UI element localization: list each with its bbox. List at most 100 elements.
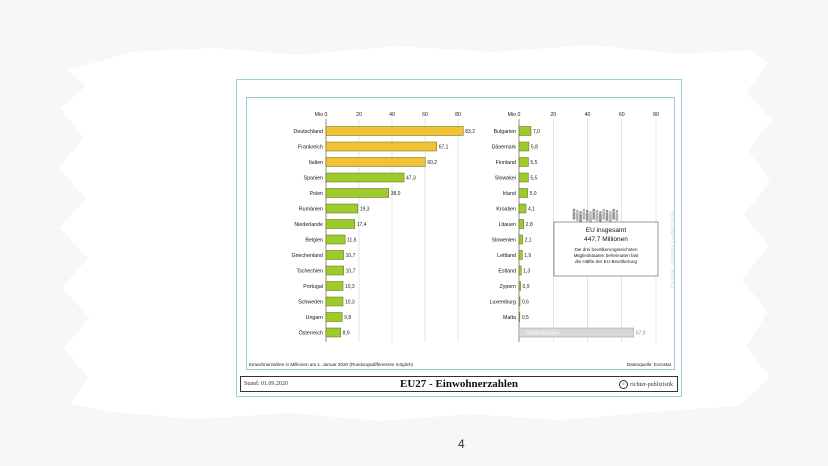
left-value-label: 38,0: [391, 191, 401, 197]
right-category-label: Slowakei: [495, 176, 516, 182]
right-bar: [518, 126, 532, 136]
right-bar: [518, 281, 521, 291]
info-box-title: EU insgesamt: [586, 227, 627, 234]
left-bar: [325, 265, 344, 276]
left-category-label: Frankreich: [298, 145, 323, 151]
right-category-label: Litauen: [499, 222, 516, 228]
left-category-label: Polen: [309, 191, 323, 197]
info-box: [553, 221, 659, 277]
right-bar: [518, 172, 529, 183]
right-category-label: Estland: [498, 269, 516, 275]
info-box-note: Die drei bevölkerungsreichsten: [574, 247, 638, 252]
left-value-label: 11,6: [347, 238, 357, 244]
right-value-label: 5,0: [530, 191, 537, 197]
right-tick-label: 40: [585, 112, 591, 118]
left-bar: [325, 157, 426, 167]
right-value-label: 2,8: [526, 222, 533, 228]
left-bar: [325, 141, 437, 152]
left-bar: [325, 219, 355, 229]
left-bar: [325, 188, 389, 198]
page-number: 4: [458, 437, 465, 451]
right-value-label: 5,5: [530, 176, 537, 182]
left-value-label: 10,7: [346, 253, 356, 259]
right-category-label: Luxemburg: [490, 300, 517, 306]
left-category-label: Belgien: [305, 238, 323, 244]
left-bar: [325, 312, 343, 322]
left-value-label: 83,2: [465, 129, 475, 135]
copyright-icon: c: [619, 380, 629, 389]
right-bar: [518, 250, 523, 260]
chart-title: EU27 - Einwohnerzahlen: [400, 378, 518, 390]
right-category-label: Bulgarien: [494, 129, 516, 135]
right-bar: [518, 203, 527, 214]
left-category-label: Portugal: [303, 284, 323, 290]
left-value-label: 47,3: [406, 176, 416, 182]
people-pictogram: [572, 208, 619, 222]
left-category-label: Niederlande: [294, 222, 323, 228]
left-value-label: 10,3: [345, 284, 355, 290]
right-category-label: Dänemark: [492, 145, 517, 151]
left-category-label: Rumänien: [299, 207, 323, 213]
left-value-label: 19,3: [360, 207, 370, 213]
right-value-label: 0,5: [522, 315, 529, 321]
left-value-label: 60,2: [427, 160, 437, 166]
publisher-name: richter-publizistik: [630, 381, 673, 388]
info-box-total: 447,7 Millionen: [584, 236, 628, 243]
left-category-label: Griechenland: [291, 253, 323, 259]
left-bar: [325, 327, 341, 338]
data-source: Datenquelle: Eurostat: [626, 362, 671, 367]
right-category-label: Kroatien: [496, 207, 516, 213]
right-tick-label: 0: [518, 112, 521, 118]
right-bar: [518, 265, 522, 276]
left-category-label: Italien: [309, 160, 323, 166]
right-value-label: 5,5: [530, 160, 537, 166]
right-unit-label: Mio: [508, 112, 516, 118]
left-value-label: 67,1: [439, 145, 449, 151]
reference-bar: [518, 327, 634, 338]
left-value-label: 10,7: [346, 269, 356, 275]
chart-panel: Mio 0 20 40 60 80 Deutschland 83,2 Frankreich 67,…: [246, 97, 675, 370]
right-value-label: 1,9: [524, 253, 531, 259]
right-category-label: Irland: [503, 191, 516, 197]
left-value-label: 17,4: [357, 222, 367, 228]
left-value-label: 9,8: [344, 315, 351, 321]
reference-label: Großbritannien: [526, 331, 560, 337]
right-tick-label: 60: [619, 112, 625, 118]
infographic-frame: Mio 0 20 40 60 80 Deutschland 83,2 Frankreich 67,…: [236, 79, 682, 397]
left-category-label: Tschechien: [297, 269, 324, 275]
left-bar: [325, 296, 344, 307]
right-bar: [518, 188, 528, 198]
right-value-label: 2,1: [525, 238, 532, 244]
left-tick-label: 20: [356, 112, 362, 118]
left-tick-label: 0: [325, 112, 328, 118]
watermark: Grafik: richter-publizistik: [671, 210, 677, 288]
left-bar: [325, 203, 359, 214]
right-category-label: Finnland: [496, 160, 516, 166]
left-tick-label: 40: [389, 112, 395, 118]
right-value-label: 0,9: [523, 284, 530, 290]
right-value-label: 7,0: [533, 129, 540, 135]
left-bar: [325, 234, 346, 245]
right-category-label: Malta: [503, 315, 516, 321]
right-value-label: 4,1: [528, 207, 535, 213]
left-tick-label: 80: [455, 112, 461, 118]
left-category-label: Spanien: [304, 176, 323, 182]
reference-value-label: 67,0: [636, 331, 646, 337]
right-category-label: Lettland: [497, 253, 516, 259]
right-value-label: 1,3: [523, 269, 530, 275]
footnote: Einwohnerzahlen in Millionen am 1. Janua…: [249, 362, 414, 367]
left-bar: [325, 126, 464, 136]
left-category-label: Ungarn: [306, 315, 323, 321]
right-value-label: 5,8: [531, 145, 538, 151]
info-box-note: die Hälfte der EU-Bevölkerung: [575, 259, 637, 264]
right-bar: [518, 141, 530, 152]
left-bar: [325, 172, 405, 183]
left-value-label: 10,3: [345, 300, 355, 306]
left-value-label: 8,9: [343, 331, 350, 337]
info-box-note: Mitgliedstaaten beheimaten fast: [574, 253, 640, 258]
right-bar: [518, 296, 521, 307]
left-category-label: Österreich: [299, 330, 323, 337]
left-unit-label: Mio: [315, 112, 323, 118]
right-tick-label: 80: [653, 112, 659, 118]
